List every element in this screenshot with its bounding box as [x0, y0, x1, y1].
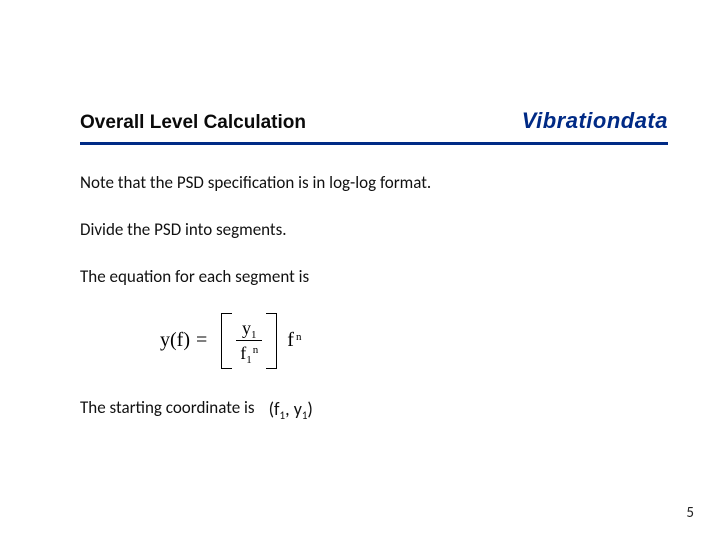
body-line-1: Note that the PSD specification is in lo… [80, 172, 660, 195]
equation-denominator: f1n [236, 343, 262, 363]
coord-y-sub: 1 [302, 409, 308, 422]
fraction-bar [236, 340, 262, 341]
coord-y-sym: y [294, 398, 302, 420]
coord-close: ) [307, 398, 312, 420]
slide: Overall Level Calculation Vibrationdata … [0, 0, 720, 540]
coord-sep: , [285, 398, 294, 420]
outer-symbol: f [287, 329, 294, 351]
equation-lhs: y(f) = [160, 327, 213, 354]
num-sub: 1 [251, 329, 257, 341]
equation: y(f) = y1 f1n fn [160, 313, 660, 369]
starting-coordinate: (f1, y1) [269, 397, 313, 421]
bracket-right-icon [266, 313, 277, 369]
den-sup: n [253, 344, 259, 356]
slide-header: Overall Level Calculation Vibrationdata [80, 108, 668, 134]
starting-text: The starting coordinate is [80, 397, 255, 420]
equation-fn: y(f) [160, 327, 190, 354]
coord-x-sym: f [274, 398, 280, 420]
equation-fraction: y1 f1n [236, 318, 262, 363]
equation-outer-term: fn [287, 327, 301, 354]
outer-sup: n [296, 331, 302, 343]
page-number: 5 [686, 504, 694, 522]
equation-numerator: y1 [238, 318, 261, 338]
coord-x-sub: 1 [280, 409, 286, 422]
body-line-2: Divide the PSD into segments. [80, 219, 660, 242]
den-sub: 1 [246, 354, 252, 366]
bracket-left-icon [221, 313, 232, 369]
num-symbol: y [242, 318, 251, 338]
body-line-3: The equation for each segment is [80, 266, 660, 289]
slide-title: Overall Level Calculation [80, 112, 306, 134]
slide-body: Note that the PSD specification is in lo… [80, 172, 660, 421]
brand-logo-text: Vibrationdata [522, 108, 668, 134]
body-line-4: The starting coordinate is (f1, y1) [80, 397, 660, 421]
equation-equals: = [196, 327, 207, 354]
header-rule [80, 142, 668, 145]
